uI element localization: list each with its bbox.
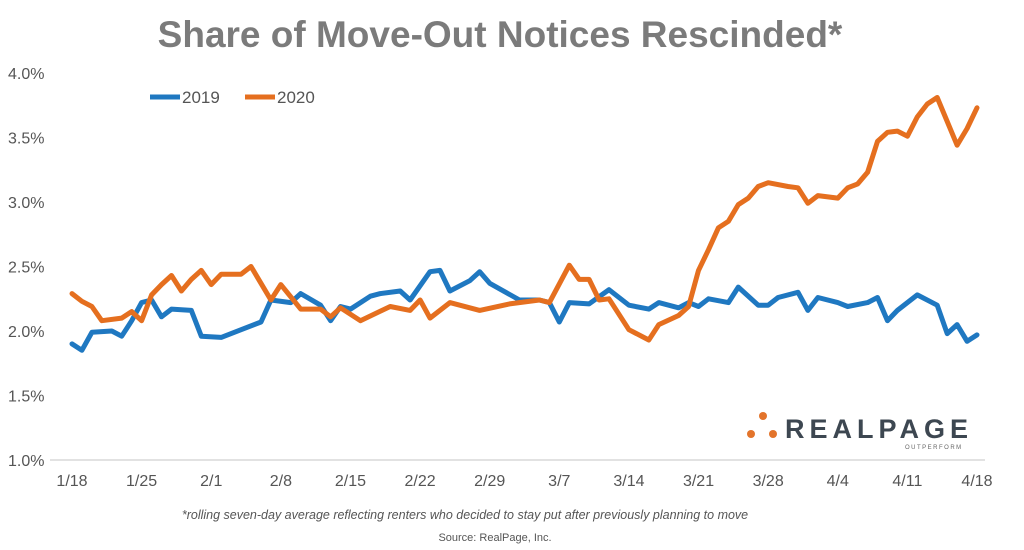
x-tick-label: 2/22 <box>405 473 436 490</box>
legend-label-2019: 2019 <box>182 88 220 107</box>
x-tick-label: 3/14 <box>613 473 644 490</box>
x-tick-label: 4/18 <box>961 473 992 490</box>
x-tick-label: 2/1 <box>200 473 222 490</box>
logo-tagline: OUTPERFORM <box>905 445 963 451</box>
logo-text: REALPAGE <box>785 414 974 444</box>
legend-label-2020: 2020 <box>277 88 315 107</box>
y-tick-label: 1.0% <box>8 453 44 470</box>
x-tick-label: 2/29 <box>474 473 505 490</box>
x-tick-label: 2/15 <box>335 473 366 490</box>
x-tick-label: 2/8 <box>270 473 292 490</box>
y-tick-label: 1.5% <box>8 389 44 406</box>
chart-title: Share of Move-Out Notices Rescinded* <box>157 14 843 55</box>
y-tick-label: 2.5% <box>8 260 44 277</box>
x-tick-label: 3/7 <box>548 473 570 490</box>
x-tick-label: 3/21 <box>683 473 714 490</box>
y-tick-label: 4.0% <box>8 66 44 83</box>
y-tick-label: 2.0% <box>8 324 44 341</box>
source-note: Source: RealPage, Inc. <box>438 532 552 544</box>
series-line-2020 <box>69 95 980 343</box>
x-tick-label: 4/11 <box>892 473 922 490</box>
x-tick-label: 1/18 <box>56 473 87 490</box>
x-tick-label: 3/28 <box>753 473 784 490</box>
y-tick-label: 3.5% <box>8 131 44 148</box>
x-tick-label: 4/4 <box>827 473 849 490</box>
x-tick-label: 1/25 <box>126 473 157 490</box>
y-tick-label: 3.0% <box>8 195 44 212</box>
footnote: *rolling seven-day average reflecting re… <box>181 508 749 522</box>
